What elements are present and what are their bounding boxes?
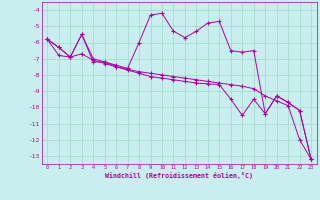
X-axis label: Windchill (Refroidissement éolien,°C): Windchill (Refroidissement éolien,°C)	[105, 172, 253, 179]
